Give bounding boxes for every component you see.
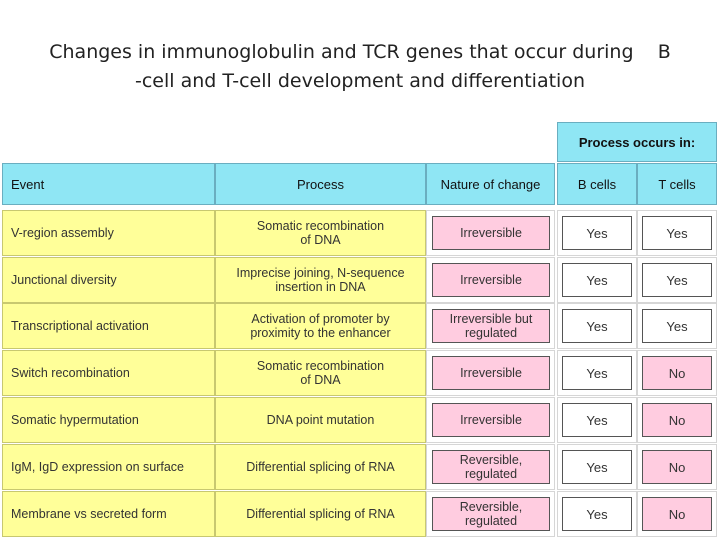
event-cell: IgM, IgD expression on surface [2, 444, 215, 490]
event-cell: V-region assembly [2, 210, 215, 256]
b-cells-value: Yes [562, 497, 632, 531]
b-cells-cell [557, 444, 637, 490]
nature-of-change-box: Irreversible [432, 263, 550, 297]
nature-of-change-box: Irreversible but regulated [432, 309, 550, 343]
nature-cell [426, 210, 555, 256]
header-event-label: Event [11, 176, 45, 192]
t-cells-value: Yes [642, 216, 712, 250]
header-b-cells-label: B cells [577, 176, 617, 192]
t-cells-cell [637, 257, 717, 303]
process-cell: Somatic recombination of DNA [215, 350, 426, 396]
nature-of-change-box: Irreversible [432, 356, 550, 390]
header-t-cells: T cells [637, 163, 717, 205]
process-cell: DNA point mutation [215, 397, 426, 443]
nature-of-change-box: Irreversible [432, 216, 550, 250]
nature-cell [426, 303, 555, 349]
slide-title-line-2: -cell and T-cell development and differe… [135, 70, 585, 92]
event-cell: Switch recombination [2, 350, 215, 396]
b-cells-value: Yes [562, 450, 632, 484]
t-cells-cell [637, 397, 717, 443]
t-cells-cell [637, 210, 717, 256]
b-cells-value: Yes [562, 216, 632, 250]
b-cells-value: Yes [562, 403, 632, 437]
process-cell: Differential splicing of RNA [215, 444, 426, 490]
t-cells-cell [637, 350, 717, 396]
header-event: Event [2, 163, 215, 205]
header-process-label: Process [297, 176, 344, 192]
t-cells-value: No [642, 450, 712, 484]
header-b-cells: B cells [557, 163, 637, 205]
nature-cell [426, 350, 555, 396]
b-cells-cell [557, 210, 637, 256]
nature-cell [426, 257, 555, 303]
process-cell: Differential splicing of RNA [215, 491, 426, 537]
nature-cell [426, 397, 555, 443]
t-cells-cell [637, 491, 717, 537]
event-cell: Somatic hypermutation [2, 397, 215, 443]
event-cell: Membrane vs secreted form [2, 491, 215, 537]
nature-of-change-box: Reversible, regulated [432, 497, 550, 531]
b-cells-cell [557, 257, 637, 303]
slide-title: Changes in immunoglobulin and TCR genes … [20, 38, 700, 96]
event-cell: Transcriptional activation [2, 303, 215, 349]
event-cell: Junctional diversity [2, 257, 215, 303]
nature-cell [426, 444, 555, 490]
process-cell: Imprecise joining, N-sequence insertion … [215, 257, 426, 303]
nature-of-change-box: Reversible, regulated [432, 450, 550, 484]
t-cells-value: Yes [642, 309, 712, 343]
slide-title-line-1: Changes in immunoglobulin and TCR genes … [49, 41, 671, 63]
process-cell: Activation of promoter by proximity to t… [215, 303, 426, 349]
b-cells-value: Yes [562, 309, 632, 343]
b-cells-cell [557, 303, 637, 349]
header-process: Process [215, 163, 426, 205]
t-cells-value: No [642, 497, 712, 531]
header-nature-label: Nature of change [440, 176, 541, 192]
t-cells-value: Yes [642, 263, 712, 297]
b-cells-value: Yes [562, 356, 632, 390]
process-occurs-label: Process occurs in: [578, 134, 696, 150]
t-cells-value: No [642, 356, 712, 390]
header-t-cells-label: T cells [658, 176, 696, 192]
t-cells-cell [637, 444, 717, 490]
process-occurs-header: Process occurs in: [557, 122, 717, 162]
nature-of-change-box: Irreversible [432, 403, 550, 437]
t-cells-value: No [642, 403, 712, 437]
b-cells-value: Yes [562, 263, 632, 297]
b-cells-cell [557, 397, 637, 443]
b-cells-cell [557, 350, 637, 396]
header-nature: Nature of change [426, 163, 555, 205]
t-cells-cell [637, 303, 717, 349]
nature-cell [426, 491, 555, 537]
b-cells-cell [557, 491, 637, 537]
process-cell: Somatic recombination of DNA [215, 210, 426, 256]
